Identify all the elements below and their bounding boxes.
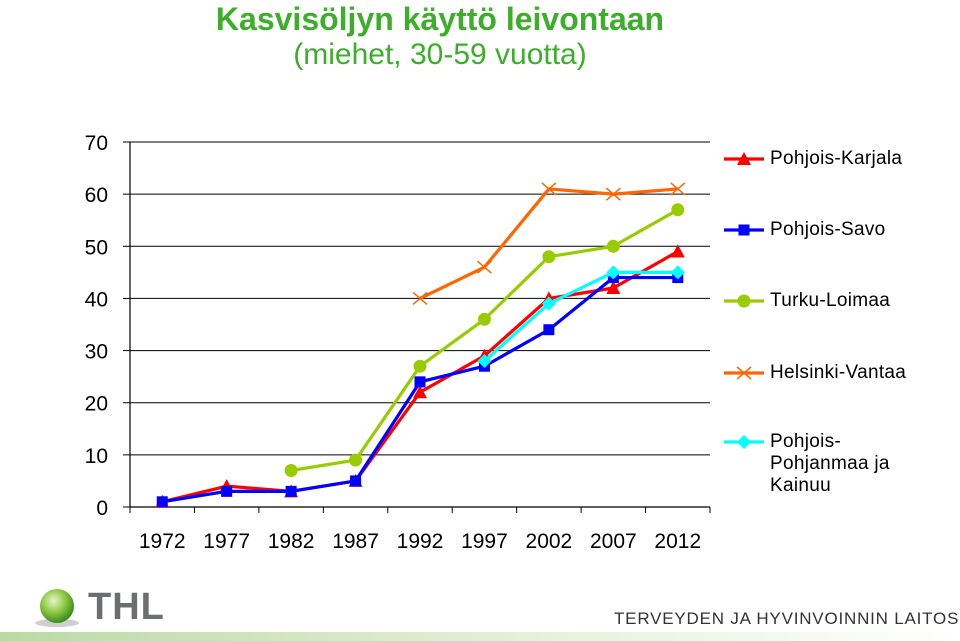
tick-labels: 0 10 20 30 40 50 60 70 1972 1977 1982 1987 1992 1997 2… — [85, 132, 701, 553]
legend-label: Helsinki-Vantaa — [770, 362, 907, 383]
legend-item-turku-loimaa[interactable]: Turku-Loimaa — [722, 290, 890, 312]
legend-label-line: Pohjanmaa ja — [770, 453, 890, 474]
chart-title: Kasvisöljyn käyttö leivontaan — [215, 1, 665, 37]
series-turku-loimaa — [284, 203, 685, 477]
data-point — [349, 453, 363, 467]
legend-swatch — [724, 224, 764, 236]
series-line — [483, 270, 678, 363]
legend-label-line: Kainuu — [770, 475, 831, 496]
data-point — [606, 239, 620, 253]
data-point — [605, 187, 621, 201]
data-point — [670, 182, 686, 196]
data-point — [350, 475, 362, 487]
organization-name: TERVEYDEN JA HYVINVOINNIN LAITOS — [614, 609, 960, 628]
legend-swatch — [724, 294, 764, 308]
data-point — [414, 376, 426, 388]
data-point — [285, 485, 297, 497]
series-line — [419, 187, 678, 300]
chart-subtitle: (miehet, 30-59 vuotta) — [293, 38, 587, 71]
legend-marker — [738, 224, 750, 236]
logo-text: THL — [88, 586, 165, 628]
y-tick-label: 20 — [85, 393, 108, 416]
legend-marker — [737, 152, 751, 165]
thl-logo: THL — [32, 586, 165, 629]
legend-label: Pohjois- Pohjanmaa ja Kainuu — [770, 431, 890, 497]
y-tick-label: 40 — [85, 288, 108, 311]
data-point — [671, 203, 685, 217]
series — [155, 182, 686, 508]
legend-marker — [736, 366, 752, 380]
data-point — [541, 182, 557, 196]
legend-item-pohjois-pohjanmaa-ja-kainuu[interactable]: Pohjois- Pohjanmaa ja Kainuu — [722, 431, 890, 497]
data-point — [156, 496, 168, 508]
data-point — [670, 265, 685, 280]
data-point — [413, 385, 427, 399]
x-tick-label: 1977 — [203, 530, 250, 553]
data-point — [413, 359, 427, 373]
legend-swatch — [724, 152, 764, 165]
x-tick-label: 1987 — [332, 530, 379, 553]
data-point — [477, 312, 491, 326]
data-point — [543, 324, 555, 336]
x-tick-label: 1997 — [461, 530, 508, 553]
legend-item-pohjois-karjala[interactable]: Pohjois-Karjala — [722, 148, 902, 170]
legend-swatch — [724, 435, 764, 449]
y-tick-label: 60 — [85, 184, 108, 207]
series-helsinki-vantaa — [412, 182, 686, 305]
y-tick-label: 70 — [85, 132, 108, 155]
globe-icon — [35, 588, 79, 627]
legend-label: Pohjois-Savo — [770, 219, 886, 240]
legend-item-helsinki-vantaa[interactable]: Helsinki-Vantaa — [722, 362, 906, 384]
data-point — [541, 296, 556, 311]
axes — [123, 141, 711, 513]
line-chart: 0 10 20 30 40 50 60 70 1972 1977 1982 1987 1992 1997 2… — [85, 132, 711, 553]
y-tick-label: 10 — [85, 445, 108, 468]
legend-label: Turku-Loimaa — [770, 290, 891, 311]
footer-bar — [0, 632, 960, 641]
series-line — [290, 208, 679, 473]
x-tick-label: 1982 — [268, 530, 315, 553]
data-point — [412, 291, 428, 305]
data-point — [606, 281, 621, 294]
legend-marker — [737, 294, 751, 308]
y-tick-label: 50 — [85, 236, 108, 259]
data-point — [542, 250, 556, 264]
x-tick-label: 1972 — [139, 530, 186, 553]
y-tick-label: 30 — [85, 341, 108, 364]
legend-item-pohjois-savo[interactable]: Pohjois-Savo — [722, 219, 886, 241]
legend-marker — [737, 435, 751, 449]
data-point — [284, 464, 298, 477]
y-tick-label: 0 — [96, 497, 108, 520]
legend-swatch — [724, 366, 764, 380]
data-point — [606, 265, 621, 280]
x-tick-label: 2007 — [590, 530, 637, 553]
data-point — [476, 260, 492, 274]
data-point — [477, 354, 492, 368]
data-point — [670, 244, 685, 258]
series-pohjois-pohjanmaa-ja-kainuu — [477, 265, 685, 368]
x-tick-label: 2012 — [654, 530, 701, 553]
data-point — [221, 485, 233, 497]
legend-label: Pohjois-Karjala — [770, 148, 903, 169]
x-tick-label: 2002 — [526, 530, 573, 553]
x-tick-label: 1992 — [397, 530, 444, 553]
legend-label-line: Pohjois- — [770, 431, 842, 452]
